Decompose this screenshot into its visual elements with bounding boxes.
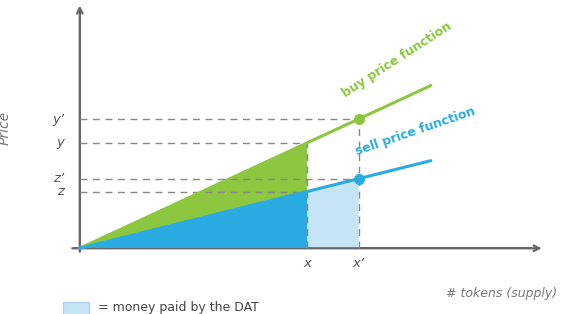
Text: z’: z’ bbox=[53, 172, 64, 185]
Text: x’: x’ bbox=[352, 257, 365, 270]
Polygon shape bbox=[80, 192, 307, 248]
Polygon shape bbox=[80, 192, 307, 248]
Polygon shape bbox=[307, 179, 359, 248]
Text: x: x bbox=[303, 257, 311, 270]
FancyBboxPatch shape bbox=[63, 302, 89, 314]
Text: Price: Price bbox=[0, 111, 12, 145]
Text: z: z bbox=[57, 185, 64, 198]
Text: buy price function: buy price function bbox=[340, 19, 454, 100]
Text: = money paid by the DAT: = money paid by the DAT bbox=[98, 301, 259, 314]
Text: y: y bbox=[56, 137, 64, 149]
Text: y’: y’ bbox=[52, 112, 64, 126]
Polygon shape bbox=[80, 143, 307, 248]
Text: sell price function: sell price function bbox=[353, 105, 477, 158]
Text: # tokens (supply): # tokens (supply) bbox=[446, 287, 557, 300]
